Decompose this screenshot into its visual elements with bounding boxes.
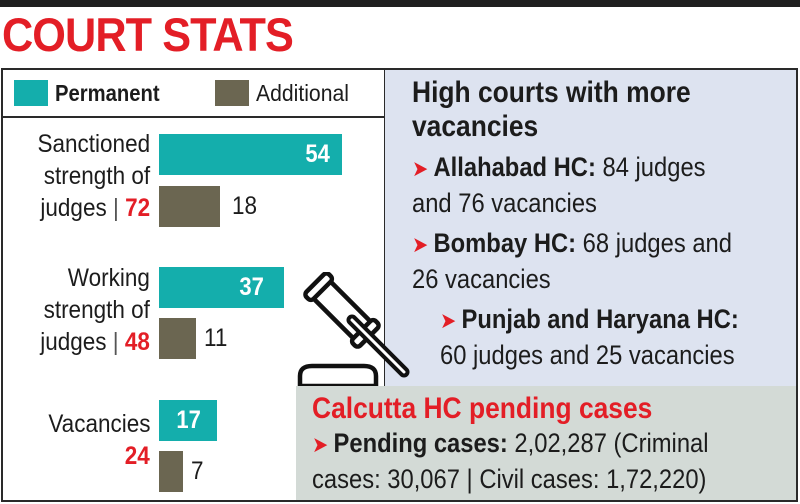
category-line: judges | 72 [37,192,150,224]
heading-line: vacancies [412,110,539,143]
bar-working-permanent: 37 [159,267,284,308]
court-item-bombay: ➤ Bombay HC: 68 judges and 26 vacancies [412,226,732,296]
legend-item-additional: Additional [215,80,357,106]
court-detail: and 76 vacancies [412,188,597,218]
arrow-right-icon: ➤ [312,432,329,457]
arrow-right-icon: ➤ [412,232,429,257]
pending-line: ➤ Pending cases: 2,02,287 (Criminal [312,426,787,462]
bar-value: 11 [204,324,228,352]
court-detail: 60 judges and 25 vacancies [440,340,735,370]
category-text: judges [40,194,107,222]
legend-swatch-additional [215,80,249,106]
category-line: Sanctioned [37,130,150,158]
category-label-sanctioned: Sanctioned strength of judges | 72 [37,128,150,224]
category-line: strength of [43,162,150,190]
category-total: 72 [124,194,150,222]
bar-vacancies-permanent: 17 [159,400,217,441]
arrow-right-icon: ➤ [440,308,457,333]
legend-item-permanent: Permanent [14,80,174,106]
bar-value: 18 [232,192,258,220]
legend-label-permanent: Permanent [55,80,160,106]
court-detail: 84 judges [595,152,706,182]
legend-swatch-permanent [14,80,48,106]
court-line: ➤ Punjab and Haryana HC: [440,302,739,338]
high-courts-panel: High courts with more vacancies ➤ Allahab… [385,68,798,388]
page-title: COURT STATS [2,8,294,61]
chart-legend: Permanent Additional [3,70,384,118]
pending-cases-text: ➤ Pending cases: 2,02,287 (Criminal cases… [312,426,787,496]
court-name: Bombay HC: [433,228,577,258]
calcutta-panel: Calcutta HC pending cases ➤ Pending cases… [296,386,798,502]
category-label-working: Working strength of judges | 48 [40,262,150,358]
bar-vacancies-additional: 7 [159,451,204,492]
legend-label-additional: Additional [256,80,349,106]
separator: | [112,328,119,356]
bar-sanctioned-permanent: 54 [159,134,342,175]
category-total: 48 [124,328,150,356]
category-line: judges | 48 [40,326,150,358]
bar-value: 7 [191,457,204,485]
bar-value: 17 [176,406,201,434]
category-label-vacancies: Vacancies [47,410,150,438]
pending-value: 2,02,287 (Criminal [507,428,709,458]
panel-heading: High courts with more vacancies [412,76,729,144]
arrow-right-icon: ➤ [412,156,429,181]
bar-value: 54 [305,140,330,168]
gavel-icon [297,272,410,388]
court-item-allahabad: ➤ Allahabad HC: 84 judges and 76 vacancie… [412,150,706,220]
heading-line: High courts with more [412,76,691,109]
category-line: Working [67,264,150,292]
court-item-punjab-haryana: ➤ Punjab and Haryana HC: 60 judges and 25… [440,302,739,372]
court-detail: 68 judges and [576,228,732,258]
court-line: ➤ Allahabad HC: 84 judges [412,150,706,186]
category-text: judges [40,328,107,356]
court-name: Punjab and Haryana HC: [461,304,739,334]
category-line: strength of [43,296,150,324]
bar-sanctioned-additional: 18 [159,186,257,227]
court-line: ➤ Bombay HC: 68 judges and [412,226,732,262]
top-rule [0,0,800,7]
pending-breakdown: cases: 30,067 | Civil cases: 1,72,220) [312,464,707,494]
category-total: 24 [124,442,150,470]
panel-heading: Calcutta HC pending cases [312,392,653,425]
court-detail: 26 vacancies [412,264,551,294]
pending-label: Pending cases: [333,428,508,458]
court-name: Allahabad HC: [433,152,596,182]
bar-working-additional: 11 [159,318,227,359]
separator: | [112,194,119,222]
bar-value: 37 [239,273,264,301]
